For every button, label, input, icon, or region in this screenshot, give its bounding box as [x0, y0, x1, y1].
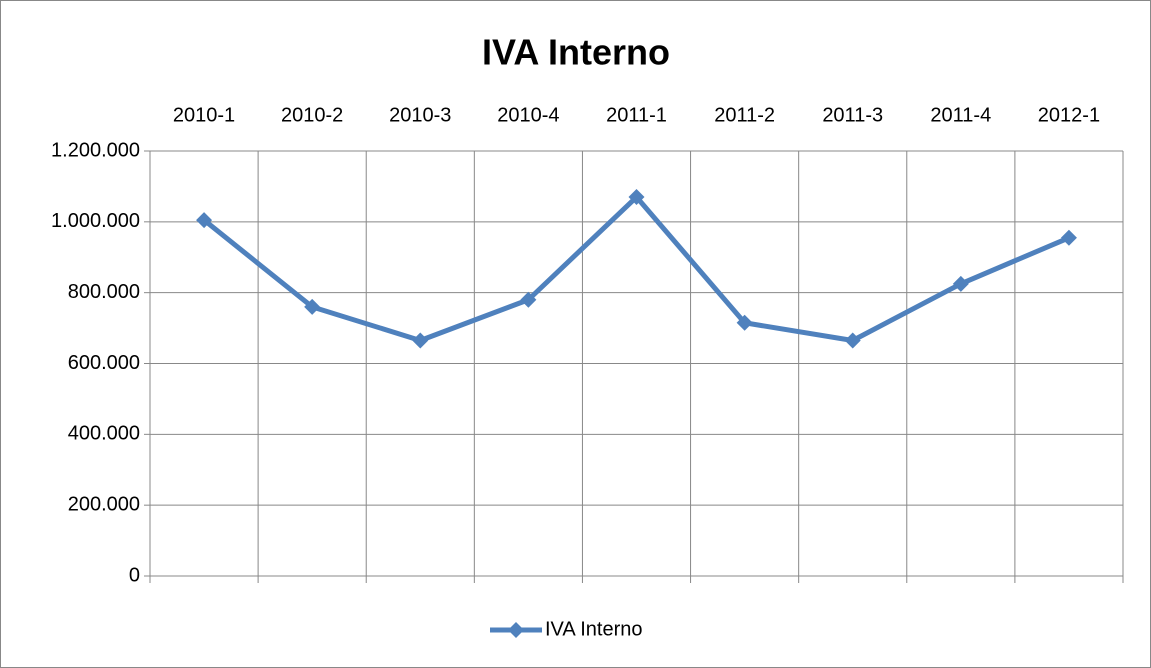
y-tick-label: 200.000	[68, 493, 140, 515]
x-tick-label: 2010-3	[389, 104, 451, 126]
point-marker	[304, 298, 321, 315]
point-marker	[412, 332, 429, 349]
y-tick-label: 1.000.000	[51, 210, 140, 232]
point-marker	[196, 212, 213, 229]
x-tick-label: 2011-1	[606, 104, 667, 126]
x-tick-label: 2010-4	[497, 104, 559, 126]
point-marker	[736, 314, 753, 331]
y-tick-label: 600.000	[68, 352, 140, 374]
x-tick-label: 2011-3	[822, 104, 883, 126]
x-tick-label: 2012-1	[1038, 104, 1100, 126]
legend-label: IVA Interno	[545, 618, 642, 640]
point-marker	[844, 332, 861, 349]
y-tick-label: 0	[129, 564, 140, 586]
chart-title: IVA Interno	[482, 32, 670, 73]
x-tick-label: 2010-1	[173, 104, 235, 126]
y-tick-label: 800.000	[68, 281, 140, 303]
x-tick-label: 2010-2	[281, 104, 343, 126]
point-marker	[520, 291, 537, 308]
x-tick-label: 2011-2	[714, 104, 775, 126]
point-marker	[628, 189, 645, 206]
legend-marker	[508, 622, 524, 638]
x-tick-label: 2011-4	[930, 104, 991, 126]
point-marker	[1060, 229, 1077, 246]
y-tick-label: 1.200.000	[51, 139, 140, 161]
y-tick-label: 400.000	[68, 423, 140, 445]
point-marker	[952, 275, 969, 292]
